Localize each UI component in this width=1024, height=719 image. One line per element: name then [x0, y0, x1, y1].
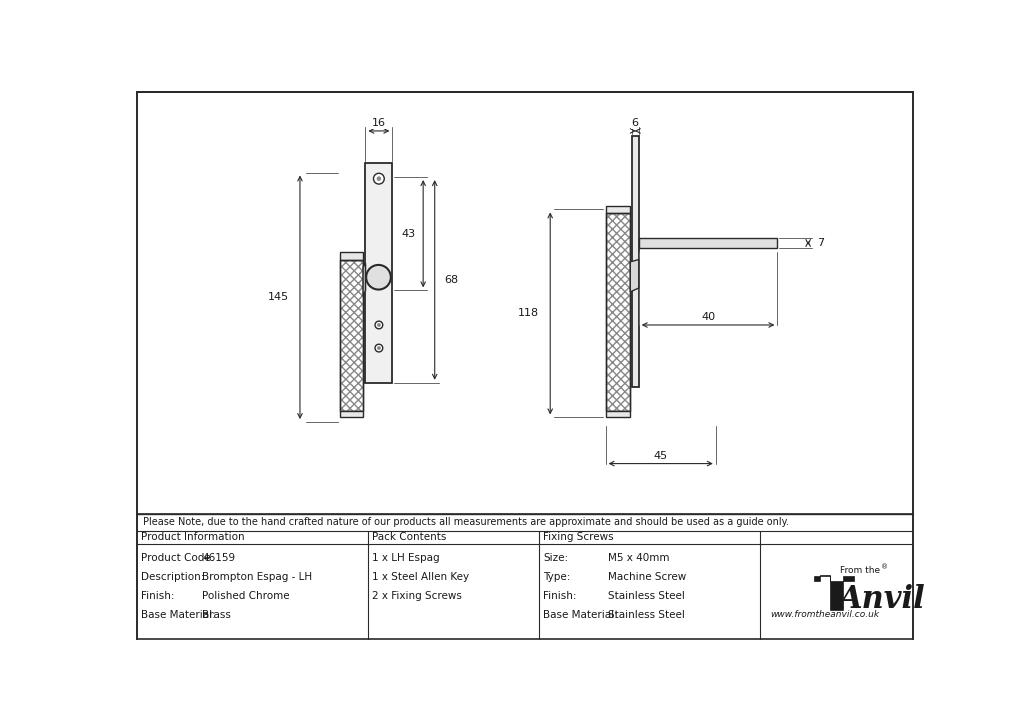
Circle shape: [375, 321, 383, 329]
Circle shape: [367, 265, 391, 290]
Text: Stainless Steel: Stainless Steel: [608, 610, 685, 620]
Circle shape: [375, 344, 383, 352]
Text: Product Code:: Product Code:: [141, 553, 215, 563]
Bar: [366, 163, 392, 383]
Text: 43: 43: [401, 229, 416, 239]
Bar: [364, 263, 366, 290]
Text: 1 x Steel Allen Key: 1 x Steel Allen Key: [373, 572, 469, 582]
Text: 46159: 46159: [202, 553, 236, 563]
Text: 2 x Fixing Screws: 2 x Fixing Screws: [373, 590, 462, 600]
Text: 16: 16: [372, 118, 385, 128]
Text: 1 x LH Espag: 1 x LH Espag: [373, 553, 440, 563]
Text: ®: ®: [881, 564, 888, 570]
Bar: [340, 260, 364, 411]
Polygon shape: [813, 575, 854, 610]
Polygon shape: [364, 263, 366, 296]
Text: Stainless Steel: Stainless Steel: [608, 590, 685, 600]
Text: Fixing Screws: Fixing Screws: [544, 533, 614, 543]
Circle shape: [378, 347, 381, 349]
Text: 118: 118: [518, 308, 540, 319]
Text: Pack Contents: Pack Contents: [373, 533, 446, 543]
Bar: [605, 206, 631, 214]
Bar: [639, 238, 777, 248]
Text: Machine Screw: Machine Screw: [608, 572, 686, 582]
Bar: [632, 137, 639, 387]
Text: Product Information: Product Information: [141, 533, 245, 543]
Text: M5 x 40mm: M5 x 40mm: [608, 553, 670, 563]
Text: Brompton Espag - LH: Brompton Espag - LH: [202, 572, 312, 582]
Text: 40: 40: [701, 312, 715, 322]
Text: Anvil: Anvil: [839, 584, 925, 615]
Text: Brass: Brass: [202, 610, 231, 620]
Bar: [340, 252, 364, 260]
Text: Type:: Type:: [544, 572, 570, 582]
Circle shape: [377, 177, 381, 180]
Text: 6: 6: [632, 118, 638, 128]
Text: 145: 145: [268, 292, 289, 302]
Text: Please Note, due to the hand crafted nature of our products all measurements are: Please Note, due to the hand crafted nat…: [143, 517, 788, 527]
Text: Polished Chrome: Polished Chrome: [202, 590, 290, 600]
Bar: [605, 214, 631, 411]
Bar: [340, 260, 364, 411]
Text: 7: 7: [817, 238, 824, 248]
Text: From the: From the: [841, 566, 881, 574]
Polygon shape: [631, 260, 639, 292]
Text: Size:: Size:: [544, 553, 568, 563]
Text: Base Material:: Base Material:: [544, 610, 618, 620]
Circle shape: [374, 173, 384, 184]
Text: 68: 68: [444, 275, 458, 285]
Circle shape: [378, 324, 381, 326]
Text: Finish:: Finish:: [141, 590, 175, 600]
Bar: [340, 260, 364, 411]
Text: 45: 45: [653, 451, 668, 461]
Bar: [605, 214, 631, 411]
Bar: [605, 214, 631, 411]
Text: Finish:: Finish:: [544, 590, 577, 600]
Text: Description:: Description:: [141, 572, 205, 582]
Bar: [340, 411, 364, 418]
Text: Base Material:: Base Material:: [141, 610, 216, 620]
Bar: [605, 411, 631, 418]
Text: www.fromtheanvil.co.uk: www.fromtheanvil.co.uk: [770, 610, 880, 619]
